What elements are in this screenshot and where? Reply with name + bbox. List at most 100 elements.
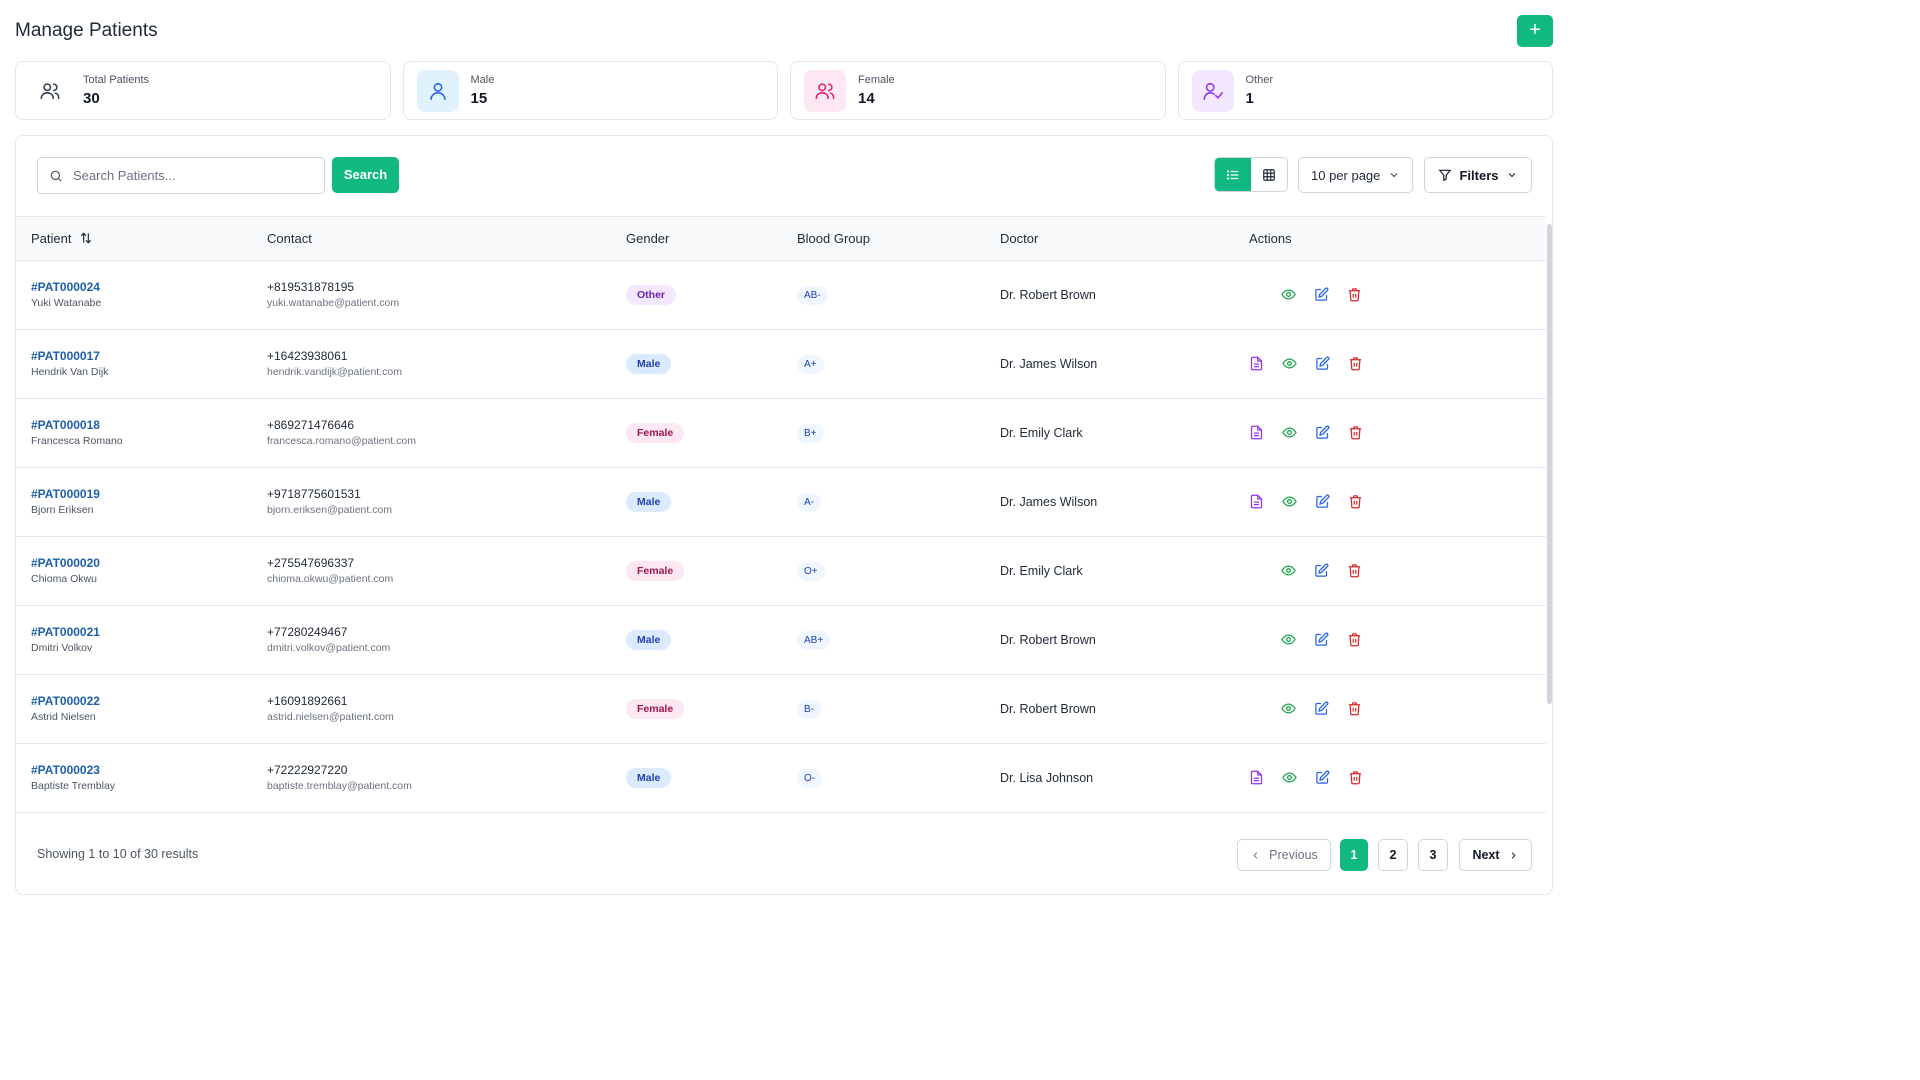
patient-id-link[interactable]: #PAT000024 — [31, 280, 100, 294]
chevron-right-icon — [1511, 851, 1516, 859]
blood-group-badge: O- — [797, 768, 823, 788]
doctor-name: Dr. Robert Brown — [1000, 287, 1096, 302]
delete-icon[interactable] — [1348, 770, 1363, 785]
previous-label: Previous — [1269, 848, 1318, 862]
add-patient-button[interactable]: + — [1517, 15, 1553, 47]
patient-id-link[interactable]: #PAT000023 — [31, 763, 100, 777]
patient-name: Bjorn Eriksen — [31, 504, 94, 516]
delete-icon[interactable] — [1348, 494, 1363, 509]
patient-name: Yuki Watanabe — [31, 297, 102, 309]
filter-icon — [1438, 169, 1452, 182]
patient-id-link[interactable]: #PAT000018 — [31, 418, 100, 432]
search-box — [37, 157, 325, 194]
page-button-1[interactable]: 1 — [1340, 839, 1368, 871]
table-scrollbar[interactable] — [1547, 224, 1552, 704]
table-header-row: Patient Contact Gender Blood Group Docto… — [16, 217, 1546, 261]
column-label: Gender — [626, 230, 670, 246]
view-icon[interactable] — [1281, 701, 1296, 716]
patient-id-link[interactable]: #PAT000019 — [31, 487, 100, 501]
patient-email: yuki.watanabe@patient.com — [267, 297, 400, 309]
patient-name: Hendrik Van Dijk — [31, 366, 109, 378]
delete-icon[interactable] — [1347, 287, 1362, 302]
delete-icon[interactable] — [1347, 563, 1362, 578]
stat-card-other: Other 1 — [1177, 61, 1553, 120]
blood-group-badge: A- — [797, 492, 821, 512]
edit-icon[interactable] — [1314, 563, 1329, 578]
stat-card-total-patients: Total Patients 30 — [15, 61, 391, 120]
view-icon[interactable] — [1282, 770, 1297, 785]
table-row: #PAT000022 Astrid Nielsen +16091892661 a… — [16, 674, 1546, 744]
edit-icon[interactable] — [1315, 770, 1330, 785]
patient-id-link[interactable]: #PAT000020 — [31, 556, 100, 570]
view-icon[interactable] — [1282, 425, 1297, 440]
column-header-contact: Contact — [252, 217, 611, 261]
document-icon[interactable] — [1249, 425, 1264, 440]
patient-email: dmitri.volkov@patient.com — [267, 642, 391, 654]
gender-badge: Male — [626, 629, 672, 650]
patient-phone: +72222927220 — [267, 763, 348, 777]
column-header-patient[interactable]: Patient — [16, 217, 252, 261]
gender-badge: Female — [626, 560, 685, 581]
delete-icon[interactable] — [1347, 632, 1362, 647]
stat-label: Male — [470, 74, 495, 86]
sort-icon — [81, 232, 92, 244]
page-button-2[interactable]: 2 — [1378, 839, 1408, 871]
patient-name: Francesca Romano — [31, 435, 123, 447]
column-label: Blood Group — [797, 230, 870, 246]
patient-phone: +9718775601531 — [267, 487, 361, 501]
page-button-3[interactable]: 3 — [1418, 839, 1448, 871]
table-row: #PAT000020 Chioma Okwu +275547696337 chi… — [16, 536, 1546, 606]
search-button[interactable]: Search — [332, 157, 399, 193]
delete-icon[interactable] — [1348, 425, 1363, 440]
edit-icon[interactable] — [1315, 425, 1330, 440]
patient-id-link[interactable]: #PAT000017 — [31, 349, 100, 363]
edit-icon[interactable] — [1314, 287, 1329, 302]
delete-icon[interactable] — [1347, 701, 1362, 716]
document-icon[interactable] — [1249, 494, 1264, 509]
column-label: Actions — [1249, 230, 1292, 246]
search-input[interactable] — [73, 168, 313, 183]
doctor-name: Dr. James Wilson — [1000, 494, 1098, 509]
next-page-button[interactable]: Next — [1459, 839, 1532, 871]
doctor-name: Dr. Emily Clark — [1000, 425, 1083, 440]
per-page-select[interactable]: 10 per page — [1298, 157, 1413, 193]
list-view-button[interactable] — [1215, 158, 1251, 191]
table-row: #PAT000019 Bjorn Eriksen +9718775601531 … — [16, 467, 1546, 537]
table-row: #PAT000024 Yuki Watanabe +819531878195 y… — [16, 260, 1546, 330]
stat-value: 30 — [83, 90, 100, 107]
patient-phone: +869271476646 — [267, 418, 355, 432]
view-icon[interactable] — [1281, 287, 1296, 302]
edit-icon[interactable] — [1315, 494, 1330, 509]
edit-icon[interactable] — [1314, 632, 1329, 647]
view-icon[interactable] — [1281, 563, 1296, 578]
patient-name: Astrid Nielsen — [31, 711, 96, 723]
column-header-doctor: Doctor — [985, 217, 1234, 261]
stat-label: Female — [858, 74, 895, 86]
document-icon[interactable] — [1249, 770, 1264, 785]
patient-phone: +77280249467 — [267, 625, 348, 639]
patient-id-link[interactable]: #PAT000022 — [31, 694, 100, 708]
edit-icon[interactable] — [1314, 701, 1329, 716]
grid-view-button[interactable] — [1251, 158, 1287, 191]
column-label: Doctor — [1000, 230, 1039, 246]
search-icon — [50, 170, 62, 182]
document-icon[interactable] — [1249, 356, 1264, 371]
view-icon[interactable] — [1282, 356, 1297, 371]
stat-card-male: Male 15 — [402, 61, 778, 120]
patient-email: hendrik.vandijk@patient.com — [267, 366, 402, 378]
doctor-name: Dr. Emily Clark — [1000, 563, 1083, 578]
gender-badge: Female — [626, 422, 685, 443]
gender-badge: Other — [626, 284, 677, 305]
chevron-down-icon — [1390, 173, 1398, 178]
blood-group-badge: B- — [797, 699, 821, 719]
list-icon — [1226, 169, 1239, 180]
filters-button[interactable]: Filters — [1424, 157, 1532, 193]
delete-icon[interactable] — [1348, 356, 1363, 371]
patient-id-link[interactable]: #PAT000021 — [31, 625, 100, 639]
view-icon[interactable] — [1282, 494, 1297, 509]
previous-page-button[interactable]: Previous — [1237, 839, 1331, 871]
table-row: #PAT000017 Hendrik Van Dijk +16423938061… — [16, 329, 1546, 399]
view-icon[interactable] — [1281, 632, 1296, 647]
patient-phone: +819531878195 — [267, 280, 355, 294]
edit-icon[interactable] — [1315, 356, 1330, 371]
